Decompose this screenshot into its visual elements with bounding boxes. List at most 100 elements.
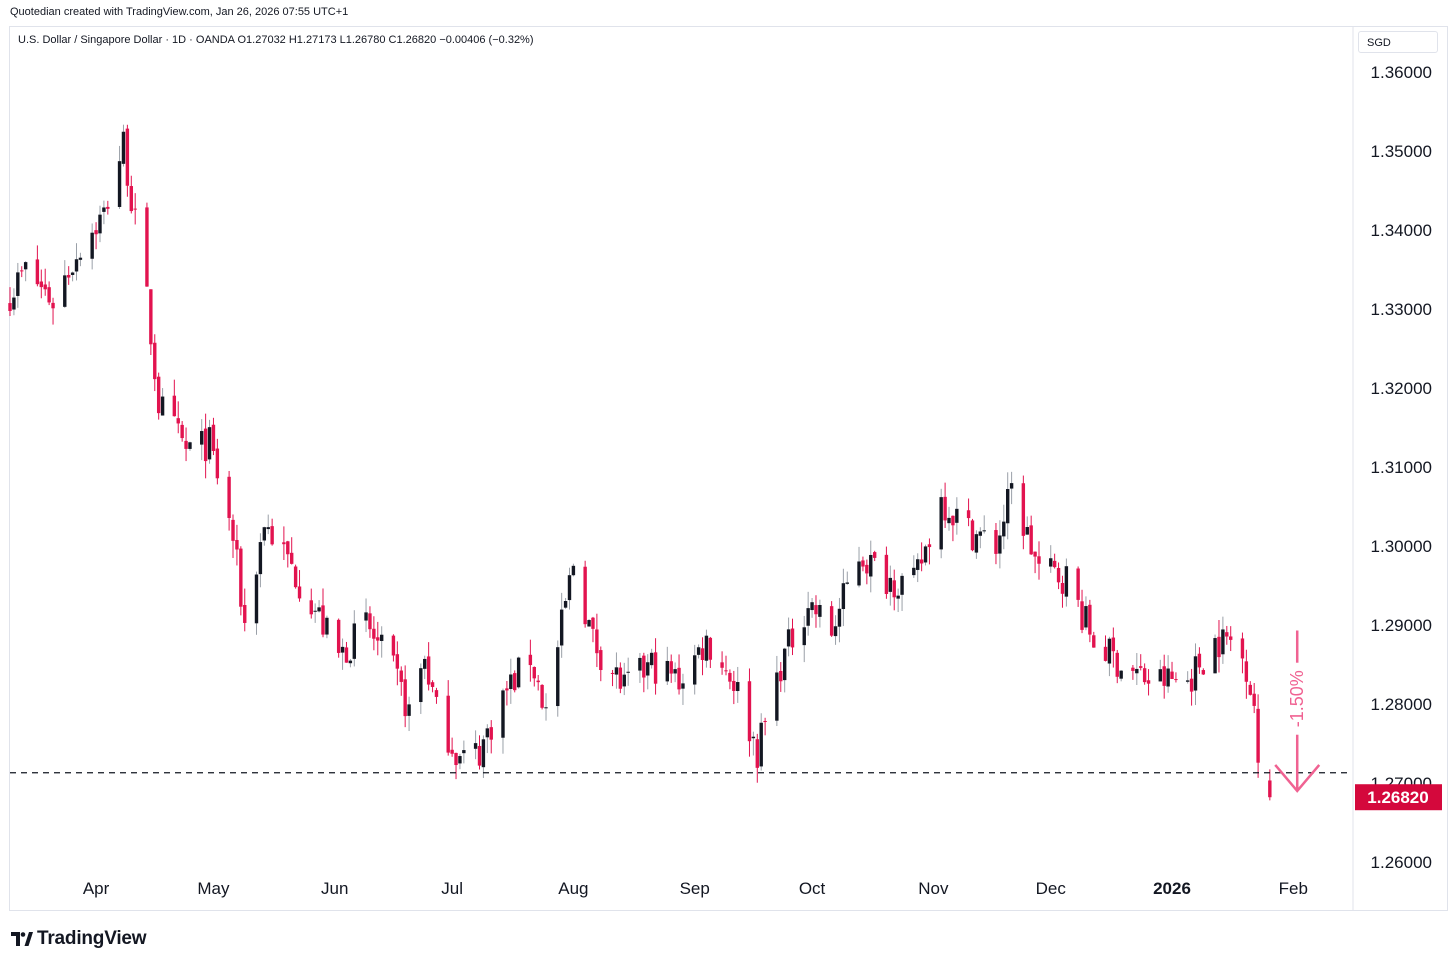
candle-body xyxy=(720,662,724,668)
candle-body xyxy=(176,418,180,424)
candle-body xyxy=(434,690,439,697)
y-tick-label: 1.36000 xyxy=(1371,63,1432,82)
candle-body xyxy=(947,517,951,524)
candle-body xyxy=(477,745,482,766)
y-tick-label: 1.28000 xyxy=(1371,695,1432,714)
candle-body xyxy=(939,497,943,550)
x-tick-label: Jun xyxy=(321,879,348,898)
candle-body xyxy=(571,565,576,576)
candle-body xyxy=(98,214,102,234)
candle-body xyxy=(1229,636,1233,640)
candle-body xyxy=(1115,652,1119,677)
candle-body xyxy=(966,510,971,519)
candle-body xyxy=(102,207,106,212)
candle-body xyxy=(419,668,423,703)
y-tick-label: 1.35000 xyxy=(1371,142,1432,161)
x-tick-label: May xyxy=(197,879,230,898)
candle-body xyxy=(395,654,400,669)
candle-body xyxy=(982,530,986,532)
x-tick-label: Nov xyxy=(918,879,949,898)
candle-body xyxy=(865,564,869,574)
candle-body xyxy=(955,508,959,523)
candle-body xyxy=(203,428,208,462)
candle-body xyxy=(262,527,267,541)
candle-body xyxy=(998,535,1002,554)
candle-body xyxy=(51,302,55,309)
candle-body xyxy=(372,628,376,639)
candle-body xyxy=(348,660,353,664)
candle-body xyxy=(626,671,630,673)
candle-body xyxy=(180,424,184,439)
candle-body xyxy=(340,646,345,653)
candle-body xyxy=(841,583,846,610)
candle-body xyxy=(872,552,877,558)
candle-body xyxy=(258,542,263,575)
x-tick-label: 2026 xyxy=(1153,879,1191,898)
y-tick-label: 1.32000 xyxy=(1371,379,1432,398)
candle-body xyxy=(861,560,865,567)
candle-body xyxy=(23,262,28,270)
candle-body xyxy=(1193,656,1198,691)
candle-body xyxy=(286,541,290,555)
candle-body xyxy=(587,620,591,627)
candle-body xyxy=(1025,527,1029,535)
candle-body xyxy=(481,739,486,768)
candle-body xyxy=(16,272,20,296)
candle-body xyxy=(462,750,466,754)
candle-body xyxy=(622,674,626,687)
candle-body xyxy=(1217,636,1221,658)
symbol-legend: U.S. Dollar / Singapore Dollar · 1D · OA… xyxy=(18,34,534,46)
y-tick-label: 1.29000 xyxy=(1371,616,1432,635)
candle-body xyxy=(160,396,165,416)
candle-body xyxy=(837,608,842,627)
candle-body xyxy=(1049,558,1053,567)
tradingview-logo[interactable]: TradingView xyxy=(11,928,147,950)
candle-body xyxy=(450,749,454,754)
candle-body xyxy=(133,208,137,210)
candle-body xyxy=(704,635,709,661)
candle-body xyxy=(1005,489,1010,524)
candle-body xyxy=(368,613,372,630)
candle-body xyxy=(266,527,270,530)
annotation-label-bg xyxy=(1285,662,1310,735)
candle-body xyxy=(1256,708,1260,763)
x-tick-label: Dec xyxy=(1036,879,1067,898)
candle-body xyxy=(1060,582,1065,594)
y-tick-label: 1.26000 xyxy=(1371,853,1432,872)
candle-body xyxy=(125,128,130,186)
candle-body xyxy=(845,582,849,584)
x-tick-label: Aug xyxy=(558,879,588,898)
candle-body xyxy=(923,546,928,563)
currency-button[interactable]: SGD xyxy=(1358,31,1438,53)
candle-body xyxy=(63,275,67,307)
candle-body xyxy=(1131,667,1135,671)
candle-body xyxy=(227,476,231,518)
candle-body xyxy=(1119,670,1123,679)
candle-body xyxy=(528,654,533,666)
candle-body xyxy=(677,667,681,690)
candle-body xyxy=(970,520,975,551)
candle-body xyxy=(74,259,79,272)
candle-body xyxy=(149,289,153,345)
candle-body xyxy=(235,540,239,550)
candle-body xyxy=(211,424,216,452)
candle-body xyxy=(649,652,654,666)
candle-body xyxy=(1076,568,1080,600)
x-tick-label: Sep xyxy=(680,879,710,898)
candle-body xyxy=(1268,780,1272,798)
current-price-label: 1.26820 xyxy=(1367,788,1428,807)
candle-body xyxy=(1174,679,1178,681)
candle-body xyxy=(117,161,122,207)
candle-body xyxy=(1162,666,1166,686)
candle-body xyxy=(751,736,756,739)
candle-body xyxy=(489,727,493,740)
candle-body xyxy=(1088,604,1092,635)
candle-body xyxy=(78,257,83,260)
candle-body xyxy=(681,683,685,689)
candle-body xyxy=(231,519,235,541)
candle-body xyxy=(540,684,544,708)
current-price-label-bg xyxy=(1355,784,1442,811)
candle-body xyxy=(106,206,110,209)
candle-body xyxy=(458,756,462,764)
